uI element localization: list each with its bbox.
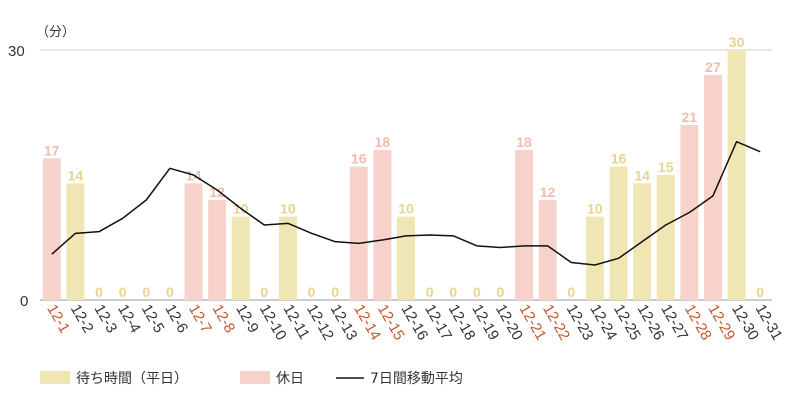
bar-12-30 [727,50,746,300]
value-label-12-22: 12 [540,184,556,200]
value-label-12-24: 10 [587,201,603,217]
x-label-12-4: 12-4 [114,302,144,337]
bar-12-11 [278,216,297,300]
value-label-12-1: 17 [44,142,60,158]
value-label-12-26: 14 [634,167,650,183]
value-label-12-19: 0 [473,284,481,300]
value-label-12-28: 21 [682,109,698,125]
legend: 待ち時間（平日） 休日 7日間移動平均 [40,371,463,387]
value-label-12-4: 0 [119,284,127,300]
y-tick-30: 30 [8,43,25,60]
value-label-12-2: 14 [68,167,84,183]
value-label-12-3: 0 [95,284,103,300]
value-label-12-10: 0 [260,284,268,300]
bar-12-15 [373,150,392,300]
x-label-12-6: 12-6 [161,302,191,337]
value-label-12-21: 18 [516,134,532,150]
value-label-12-27: 15 [658,159,674,175]
bar-12-1 [42,158,61,300]
value-label-12-16: 10 [398,201,414,217]
value-label-12-20: 0 [497,284,505,300]
value-label-12-12: 0 [308,284,316,300]
value-label-12-18: 0 [449,284,457,300]
bar-12-29 [703,75,722,300]
value-label-12-23: 0 [567,284,575,300]
x-label-12-5: 12-5 [138,302,168,337]
legend-holiday-label: 休日 [276,371,304,387]
value-label-12-31: 0 [756,284,764,300]
x-label-12-3: 12-3 [91,302,121,337]
x-label-12-7: 12-7 [185,302,215,337]
x-labels-layer: 12-112-212-312-412-512-612-712-812-912-1… [43,302,785,344]
legend-holiday-swatch [240,371,270,384]
value-label-12-5: 0 [142,284,150,300]
bar-12-9 [231,216,250,300]
value-label-12-14: 16 [351,151,367,167]
x-label-12-1: 12-1 [43,302,73,337]
legend-weekday-label: 待ち時間（平日） [76,371,188,387]
value-label-12-11: 10 [280,201,296,217]
bar-12-14 [349,166,368,300]
value-label-12-6: 0 [166,284,174,300]
value-label-12-30: 30 [729,34,745,50]
legend-line-label: 7日間移動平均 [370,371,463,387]
legend-weekday-swatch [40,371,70,384]
y-unit-label: （分） [36,25,75,40]
x-label-12-8: 12-8 [209,302,239,337]
bar-12-7 [184,183,203,300]
bar-12-25 [609,166,628,300]
value-label-12-25: 16 [611,151,627,167]
bar-12-8 [208,200,227,300]
bar-12-24 [585,216,604,300]
bar-12-16 [397,216,415,300]
bars-layer [42,50,746,300]
bar-12-21 [515,150,534,300]
bar-12-27 [656,175,675,300]
value-label-12-17: 0 [426,284,434,300]
x-label-12-9: 12-9 [232,302,262,337]
y-tick-0: 0 [20,293,28,310]
x-label-12-2: 12-2 [67,302,97,337]
bar-12-22 [538,200,557,300]
value-label-12-29: 27 [705,59,721,75]
value-label-12-15: 18 [375,134,391,150]
value-label-12-13: 0 [331,284,339,300]
moving-average-line [51,140,761,266]
bar-12-2 [66,183,85,300]
